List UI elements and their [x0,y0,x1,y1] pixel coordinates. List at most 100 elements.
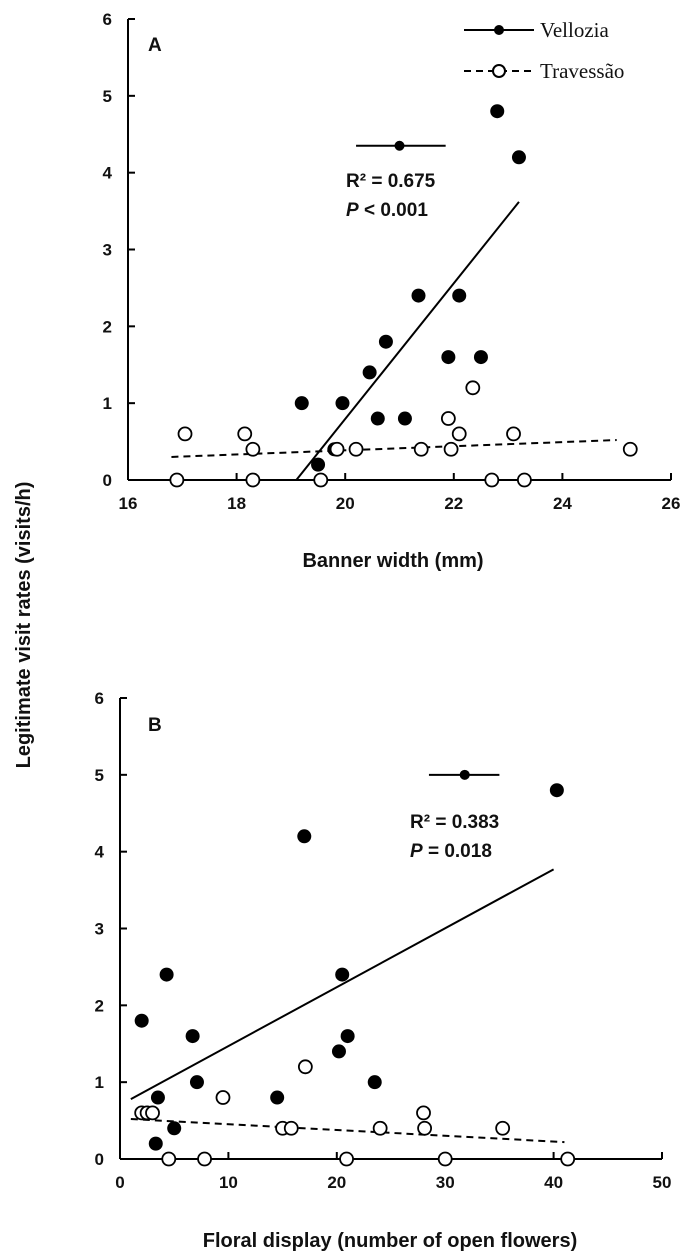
panel-a-point-vellozia [362,365,377,380]
panel-a-point-travessao [484,472,500,488]
panel-a-point-travessao [329,441,345,457]
panel-b-point-vellozia [185,1029,200,1044]
panel-a-point-travessao [237,426,253,442]
panel-a-point-travessao [516,472,532,488]
panel-b-point-travessao [215,1090,231,1105]
panel-b-point-travessao [197,1151,212,1167]
panel-a-x-tick-label: 20 [336,494,355,513]
panel-a-y-tick-label: 4 [103,164,113,183]
panel-a-point-vellozia [294,396,309,411]
panel-b-y-tick-label: 5 [95,766,104,785]
panel-b-point-vellozia [148,1136,163,1151]
panel-b-point-vellozia [150,1090,165,1105]
panel-b-y-tick-label: 6 [95,689,104,708]
panel-a-point-vellozia [411,288,426,303]
panel-b-mean-point [459,769,470,780]
panel-b-y-tick-label: 3 [95,920,104,939]
panel-b-points [134,769,576,1167]
panel-b-y-tick-label: 2 [95,996,104,1015]
panel-a-label: A [148,35,162,56]
panel-a-point-travessao [443,441,459,457]
panel-b: 0 1 2 3 4 5 6 0 10 20 30 40 50 B Floral display (num… [95,689,672,1252]
panel-a-y-tick-label: 6 [103,10,112,29]
legend: Vellozia Travessão [464,18,624,83]
legend-marker-travessao [492,64,506,78]
panel-a-points [169,104,638,488]
panel-a-y-tick-label: 2 [103,317,112,336]
panel-a-point-vellozia [335,396,350,411]
panel-b-point-travessao [437,1151,453,1167]
panel-b-y-tick-label: 1 [95,1073,104,1092]
panel-b-point-vellozia [549,783,564,798]
panel-a-x-tick-label: 18 [227,494,246,513]
panel-b-fit-line-vellozia [130,868,555,1100]
panel-a-axes: 0 1 2 3 4 5 6 16 18 20 22 24 26 [103,10,681,513]
panel-a-x-axis-title: Banner width (mm) [302,550,483,572]
panel-b-point-travessao [495,1120,511,1136]
panel-b-point-travessao [297,1059,313,1075]
panel-b-x-tick-label: 10 [219,1173,238,1192]
panel-b-axes: 0 1 2 3 4 5 6 0 10 20 30 40 50 [95,689,672,1192]
panel-b-point-vellozia [340,1029,355,1044]
panel-a-p-symbol: P [346,200,359,221]
panel-b-point-travessao [372,1120,388,1136]
panel-a-fit-line-travessao [171,439,617,458]
panel-b-point-vellozia [159,967,174,982]
y-axis-title: Legitimate visit rates (visits/h) [13,482,35,769]
panel-a-y-tick-label: 5 [103,87,112,106]
panel-b-x-tick-label: 0 [115,1173,124,1192]
panel-b-point-vellozia [335,967,350,982]
panel-a-point-travessao [313,472,329,488]
panel-b-x-tick-label: 40 [544,1173,563,1192]
panel-a-x-tick-label: 26 [662,494,681,513]
panel-b-point-vellozia [297,829,312,844]
panel-b-x-tick-label: 50 [653,1173,672,1192]
panel-b-point-vellozia [167,1121,182,1136]
legend-label-travessao: Travessão [540,59,624,83]
panel-b-y-tick-label: 4 [95,843,105,862]
panel-a-fits [171,201,617,481]
panel-a-point-travessao [465,380,481,396]
panel-b-point-travessao [339,1151,354,1167]
panel-a-point-vellozia [473,350,488,365]
panel-b-point-travessao [283,1120,299,1136]
panel-a-y-tick-label: 0 [103,471,112,490]
panel-a-point-travessao [245,441,261,457]
panel-b-pvalue: P = 0.018 [410,841,492,862]
panel-a-point-vellozia [370,411,385,426]
panel-b-p-symbol: P [410,841,423,862]
panel-a-point-vellozia [311,457,326,472]
panel-b-x-tick-label: 30 [436,1173,455,1192]
panel-b-point-vellozia [367,1075,382,1090]
panel-a-r2: R² = 0.675 [346,171,436,192]
panel-a-point-travessao [177,426,193,442]
panel-a-pvalue: P < 0.001 [346,200,428,221]
panel-a-point-travessao [413,441,429,457]
panel-b-x-tick-label: 20 [327,1173,346,1192]
panel-b-point-travessao [416,1105,431,1121]
panel-a-point-travessao [622,441,638,457]
panel-b-point-vellozia [270,1090,285,1105]
panel-a-x-tick-label: 16 [119,494,138,513]
panel-b-p-text: = 0.018 [423,841,492,862]
legend-label-vellozia: Vellozia [540,18,609,42]
panel-b-point-travessao [417,1120,433,1136]
panel-b-point-vellozia [189,1075,204,1090]
panel-b-point-vellozia [134,1013,149,1028]
panel-a-point-travessao [169,472,185,488]
panel-b-point-vellozia [331,1044,346,1059]
panel-a-point-vellozia [511,150,526,165]
panel-a-point-travessao [506,426,521,442]
panel-a-mean-point [394,140,405,151]
panel-b-y-tick-label: 0 [95,1150,104,1169]
panel-b-point-travessao [560,1151,576,1167]
panel-a-point-travessao [348,441,364,457]
panel-b-label: B [148,715,162,736]
panel-a-p-text: < 0.001 [359,200,429,221]
panel-b-point-travessao [145,1105,160,1121]
panel-b-fit-line-travessao [130,1118,565,1144]
panel-a-point-travessao [440,411,456,426]
panel-a-point-vellozia [490,104,505,119]
